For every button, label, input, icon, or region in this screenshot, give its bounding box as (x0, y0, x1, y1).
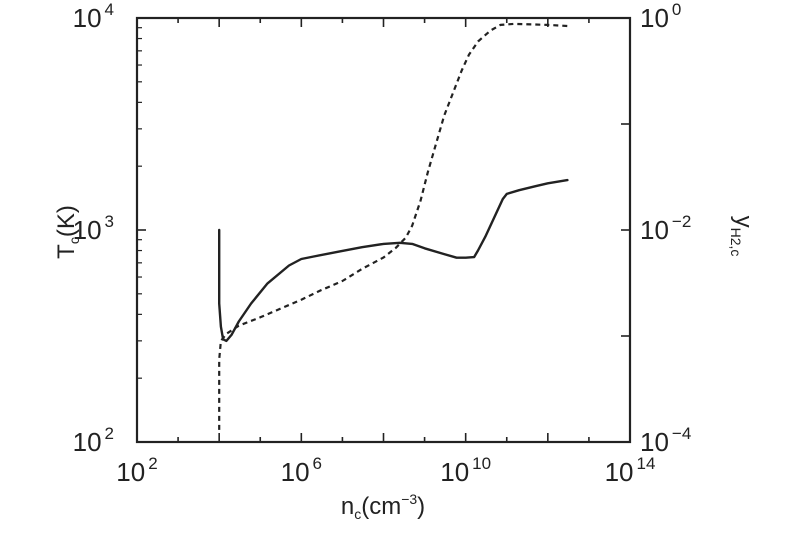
y-right-tick-label: 10 0 (640, 0, 681, 33)
x-tick-label: 10 2 (116, 454, 157, 487)
tick-labels: 10 2 10 6 10 10 10 14 10 2 10 3 10 4 10 −4 10 −2 10 0 (73, 0, 692, 487)
y-axis-right-label: yH2,c (728, 216, 757, 257)
y-right-tick-label: 10 −4 (640, 424, 691, 457)
plot-frame (135, 16, 632, 444)
series-group (217, 22, 569, 430)
x-tick-label: 10 10 (440, 454, 491, 487)
y-axis-left-label: Tc(K) (53, 205, 82, 259)
y-left-tick-label: 10 4 (73, 0, 114, 33)
series-line-temperature (217, 178, 569, 343)
series-line-h2-fraction (218, 22, 568, 430)
y-left-tick-label: 10 3 (73, 212, 114, 245)
x-axis-label: nc(cm−3) (341, 491, 425, 522)
tick-marks (136, 17, 631, 443)
x-tick-label: 10 6 (281, 454, 322, 487)
y-right-tick-label: 10 −2 (640, 212, 691, 245)
x-tick-label: 10 14 (605, 454, 656, 487)
y-left-tick-label: 10 2 (73, 424, 114, 457)
